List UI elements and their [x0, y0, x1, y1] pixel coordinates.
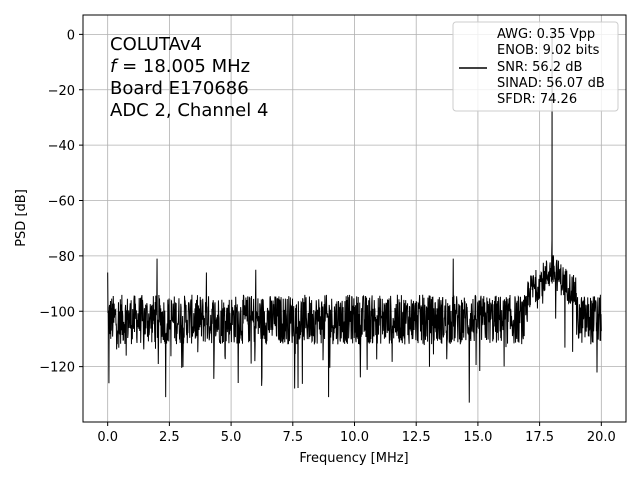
legend-box: [452, 21, 619, 112]
annotation-frequency: = 18.005 MHz: [116, 56, 250, 77]
legend-entry-awg: AWG: 0.35 Vpp: [497, 27, 595, 42]
annotation-variable: f: [110, 56, 119, 77]
y-tick-label: −60: [48, 195, 75, 210]
plot-area: [107, 34, 602, 403]
x-tick-label: 12.5: [402, 430, 431, 445]
annotation-line-1: COLUTAv4: [110, 34, 202, 55]
x-axis-ticks: 0.0 2.5 5.0 7.5 10.0 12.5 15.0 17.5 20.0: [97, 422, 616, 445]
x-tick-label: 10.0: [340, 430, 369, 445]
y-axis-ticks: 0 −20 −40 −60 −80 −100 −120: [39, 28, 83, 376]
y-tick-label: −100: [39, 305, 75, 320]
y-tick-label: −40: [48, 139, 75, 154]
x-tick-label: 17.5: [525, 430, 554, 445]
x-tick-label: 5.0: [221, 430, 242, 445]
psd-series-line: [107, 34, 602, 403]
legend: AWG: 0.35 Vpp ENOB: 9.02 bits SNR: 56.2 …: [452, 21, 619, 112]
x-tick-label: 2.5: [159, 430, 180, 445]
legend-entry-snr: SNR: 56.2 dB: [497, 60, 582, 75]
legend-entry-enob: ENOB: 9.02 bits: [497, 43, 600, 58]
annotation-line-3: Board E170686: [110, 78, 249, 99]
y-axis-label: PSD [dB]: [14, 189, 29, 247]
x-tick-label: 15.0: [463, 430, 492, 445]
x-tick-label: 0.0: [97, 430, 118, 445]
y-tick-label: −20: [48, 84, 75, 99]
y-tick-label: −120: [39, 361, 75, 376]
annotation-block: COLUTAv4 f = 18.005 MHz Board E170686 AD…: [110, 34, 268, 121]
y-tick-label: −80: [48, 250, 75, 265]
y-tick-label: 0: [67, 28, 75, 43]
x-axis-label: Frequency [MHz]: [299, 451, 408, 466]
legend-entry-sfdr: SFDR: 74.26: [497, 92, 577, 107]
annotation-line-4: ADC 2, Channel 4: [110, 100, 268, 121]
annotation-line-2: f = 18.005 MHz: [110, 56, 250, 77]
x-tick-label: 7.5: [282, 430, 303, 445]
legend-entry-sinad: SINAD: 56.07 dB: [497, 76, 605, 91]
x-tick-label: 20.0: [587, 430, 616, 445]
